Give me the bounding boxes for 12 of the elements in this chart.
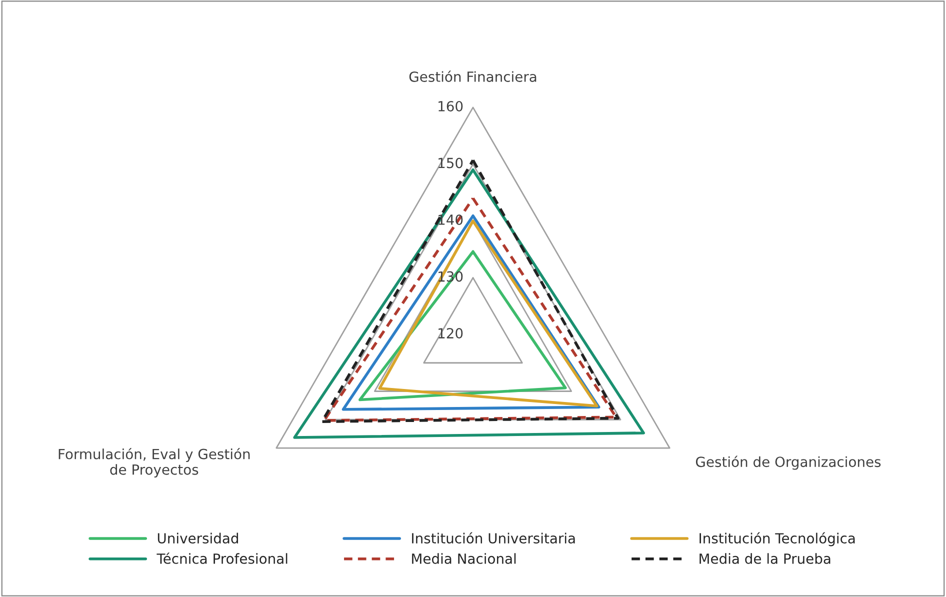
legend-label: Institución Universitaria <box>412 532 575 544</box>
legend-label: Institución Tecnológica <box>700 532 855 546</box>
legend-label: Media de la Prueba <box>700 553 830 564</box>
y-tick-label: 150 <box>438 158 463 168</box>
spoke-label: Formulación, Eval y Gestión de Proyectos <box>58 448 250 478</box>
spoke-label: Gestión Financiera <box>409 70 536 82</box>
spoke-label: Gestión de Organizaciones <box>696 456 881 470</box>
legend-label: Técnica Profesional <box>156 552 288 564</box>
legend-label: Media Nacional <box>412 553 516 564</box>
legend-label: Universidad <box>158 532 238 544</box>
y-tick-label: 160 <box>438 100 463 112</box>
y-tick-label: 120 <box>438 328 463 339</box>
